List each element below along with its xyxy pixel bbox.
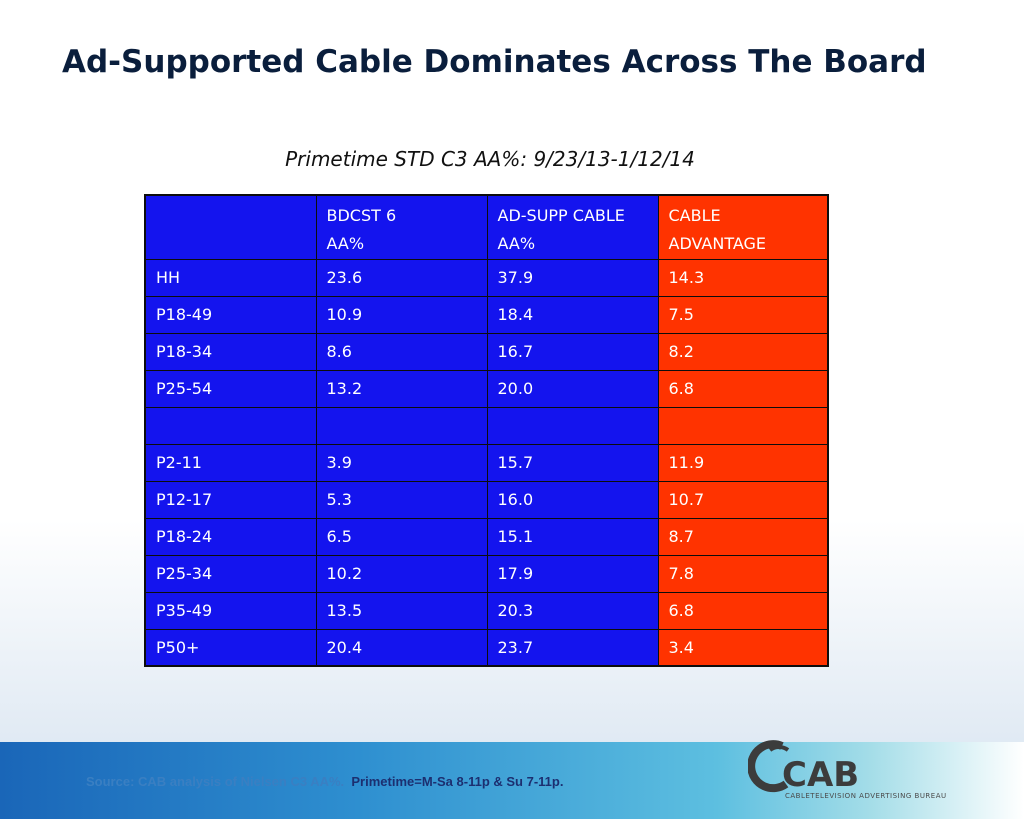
header-line-1: CABLE	[668, 206, 721, 225]
advantage-cell: 10.7	[657, 480, 829, 519]
bdcst-cell: 20.4	[315, 628, 488, 667]
adsupp-cell: 17.9	[486, 554, 659, 593]
advantage-cell: 8.2	[657, 332, 829, 371]
table-row: P18-24 6.5 15.1 8.7	[144, 517, 829, 556]
adsupp-cell: 16.7	[486, 332, 659, 371]
advantage-cell: 6.8	[657, 369, 829, 408]
demo-cell: P18-49	[144, 295, 317, 334]
cab-swoosh-icon	[748, 740, 789, 793]
demo-cell: P12-17	[144, 480, 317, 519]
table-subtitle: Primetime STD C3 AA%: 9/23/13-1/12/14	[285, 147, 695, 171]
source-note: Source: CAB analysis of Nielsen C3 AA%. …	[86, 774, 563, 789]
primetime-text: Primetime=M-Sa 8-11p & Su 7-11p.	[351, 774, 564, 789]
adsupp-cell: 18.4	[486, 295, 659, 334]
advantage-cell: 8.7	[657, 517, 829, 556]
header-line-1: AD-SUPP CABLE	[497, 206, 625, 225]
footer-band	[0, 742, 1024, 819]
demo-cell: P35-49	[144, 591, 317, 630]
table-row: P35-49 13.5 20.3 6.8	[144, 591, 829, 630]
cab-logo-subtext: CABLETELEVISION ADVERTISING BUREAU	[785, 792, 947, 800]
header-cell-bdcst: BDCST 6 AA%	[315, 194, 488, 260]
advantage-cell: 14.3	[657, 258, 829, 297]
adsupp-cell: 16.0	[486, 480, 659, 519]
demo-cell: P25-34	[144, 554, 317, 593]
bdcst-cell: 13.2	[315, 369, 488, 408]
table-row: P18-49 10.9 18.4 7.5	[144, 295, 829, 334]
header-line-1: BDCST 6	[326, 206, 397, 225]
demo-cell: P25-54	[144, 369, 317, 408]
table-row: P12-17 5.3 16.0 10.7	[144, 480, 829, 519]
header-cell-advantage: CABLE ADVANTAGE	[657, 194, 829, 260]
table-row: HH 23.6 37.9 14.3	[144, 258, 829, 297]
demo-cell	[144, 406, 317, 445]
advantage-cell: 6.8	[657, 591, 829, 630]
table-row: P18-34 8.6 16.7 8.2	[144, 332, 829, 371]
header-line-2: AA%	[326, 234, 365, 253]
advantage-cell	[657, 406, 829, 445]
table-row: P2-11 3.9 15.7 11.9	[144, 443, 829, 482]
bdcst-cell: 3.9	[315, 443, 488, 482]
demo-cell: P18-24	[144, 517, 317, 556]
advantage-cell: 11.9	[657, 443, 829, 482]
table-row	[144, 406, 829, 445]
header-line-2: AA%	[497, 234, 536, 253]
header-line-2: ADVANTAGE	[668, 234, 767, 253]
bdcst-cell: 8.6	[315, 332, 488, 371]
adsupp-cell: 15.1	[486, 517, 659, 556]
bdcst-cell: 13.5	[315, 591, 488, 630]
bdcst-cell: 10.9	[315, 295, 488, 334]
header-cell-demo	[144, 194, 317, 260]
demo-cell: P2-11	[144, 443, 317, 482]
adsupp-cell	[486, 406, 659, 445]
bdcst-cell	[315, 406, 488, 445]
advantage-cell: 7.8	[657, 554, 829, 593]
demo-cell: HH	[144, 258, 317, 297]
advantage-cell: 7.5	[657, 295, 829, 334]
adsupp-cell: 37.9	[486, 258, 659, 297]
adsupp-cell: 15.7	[486, 443, 659, 482]
demo-cell: P18-34	[144, 332, 317, 371]
cab-logo: CAB	[748, 740, 859, 795]
adsupp-cell: 20.3	[486, 591, 659, 630]
table-row: P25-34 10.2 17.9 7.8	[144, 554, 829, 593]
table-header-row: BDCST 6 AA% AD-SUPP CABLE AA% CABLE ADVA…	[144, 194, 829, 260]
bdcst-cell: 6.5	[315, 517, 488, 556]
cab-logo-text: CAB	[782, 755, 859, 795]
bdcst-cell: 5.3	[315, 480, 488, 519]
adsupp-cell: 23.7	[486, 628, 659, 667]
bdcst-cell: 10.2	[315, 554, 488, 593]
page-title: Ad-Supported Cable Dominates Across The …	[62, 44, 927, 80]
source-text: Source: CAB analysis of Nielsen C3 AA%.	[86, 774, 345, 789]
advantage-cell: 3.4	[657, 628, 829, 667]
bdcst-cell: 23.6	[315, 258, 488, 297]
table-row: P25-54 13.2 20.0 6.8	[144, 369, 829, 408]
demo-cell: P50+	[144, 628, 317, 667]
header-cell-adsupp: AD-SUPP CABLE AA%	[486, 194, 659, 260]
table-row: P50+ 20.4 23.7 3.4	[144, 628, 829, 667]
adsupp-cell: 20.0	[486, 369, 659, 408]
ratings-table: BDCST 6 AA% AD-SUPP CABLE AA% CABLE ADVA…	[144, 194, 829, 667]
